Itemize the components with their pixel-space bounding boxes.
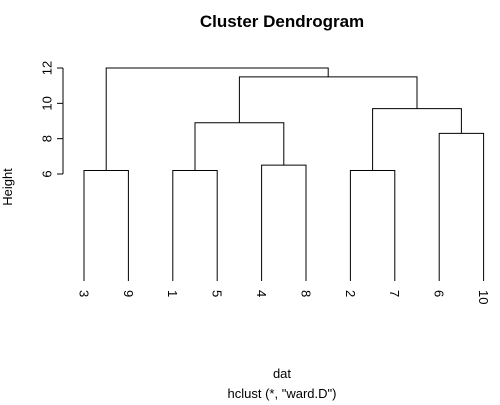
- y-tick-label: 6: [40, 170, 55, 177]
- dendrogram-link-m9: [105, 67, 329, 171]
- dendrogram-link-m4: [349, 169, 396, 281]
- leaf-label: 6: [432, 290, 447, 297]
- y-tick-label: 12: [40, 61, 55, 75]
- dendrogram-link-m8: [238, 76, 418, 123]
- dendrogram-link-m3: [261, 164, 307, 281]
- leaf-label: 9: [121, 290, 136, 297]
- dendrogram-link-m6: [194, 122, 285, 171]
- leaf-label: 10: [476, 290, 491, 304]
- dendrogram-link-m1: [83, 169, 129, 281]
- leaf-label: 2: [343, 290, 358, 297]
- dendrogram-link-m7: [372, 108, 462, 171]
- subtitle: hclust (*, "ward.D"): [228, 386, 337, 401]
- dendrogram-link-m2: [172, 169, 218, 281]
- leaf-labels: 3 9 1 5 4 8 2 7 6 10: [76, 290, 491, 304]
- chart-title: Cluster Dendrogram: [200, 12, 364, 31]
- leaf-label: 7: [387, 290, 402, 297]
- leaf-label: 5: [210, 290, 225, 297]
- y-axis-label: Height: [0, 168, 15, 206]
- leaf-label: 1: [165, 290, 180, 297]
- dendrogram-link-m5: [438, 132, 485, 281]
- y-tick-label: 8: [40, 135, 55, 142]
- x-axis-label: dat: [273, 366, 291, 381]
- dendrogram-tree: [83, 67, 485, 281]
- leaf-label: 4: [254, 290, 269, 297]
- leaf-label: 3: [76, 290, 91, 297]
- y-axis: 6 8 10 12: [40, 61, 64, 178]
- y-tick-label: 10: [40, 96, 55, 110]
- leaf-label: 8: [298, 290, 313, 297]
